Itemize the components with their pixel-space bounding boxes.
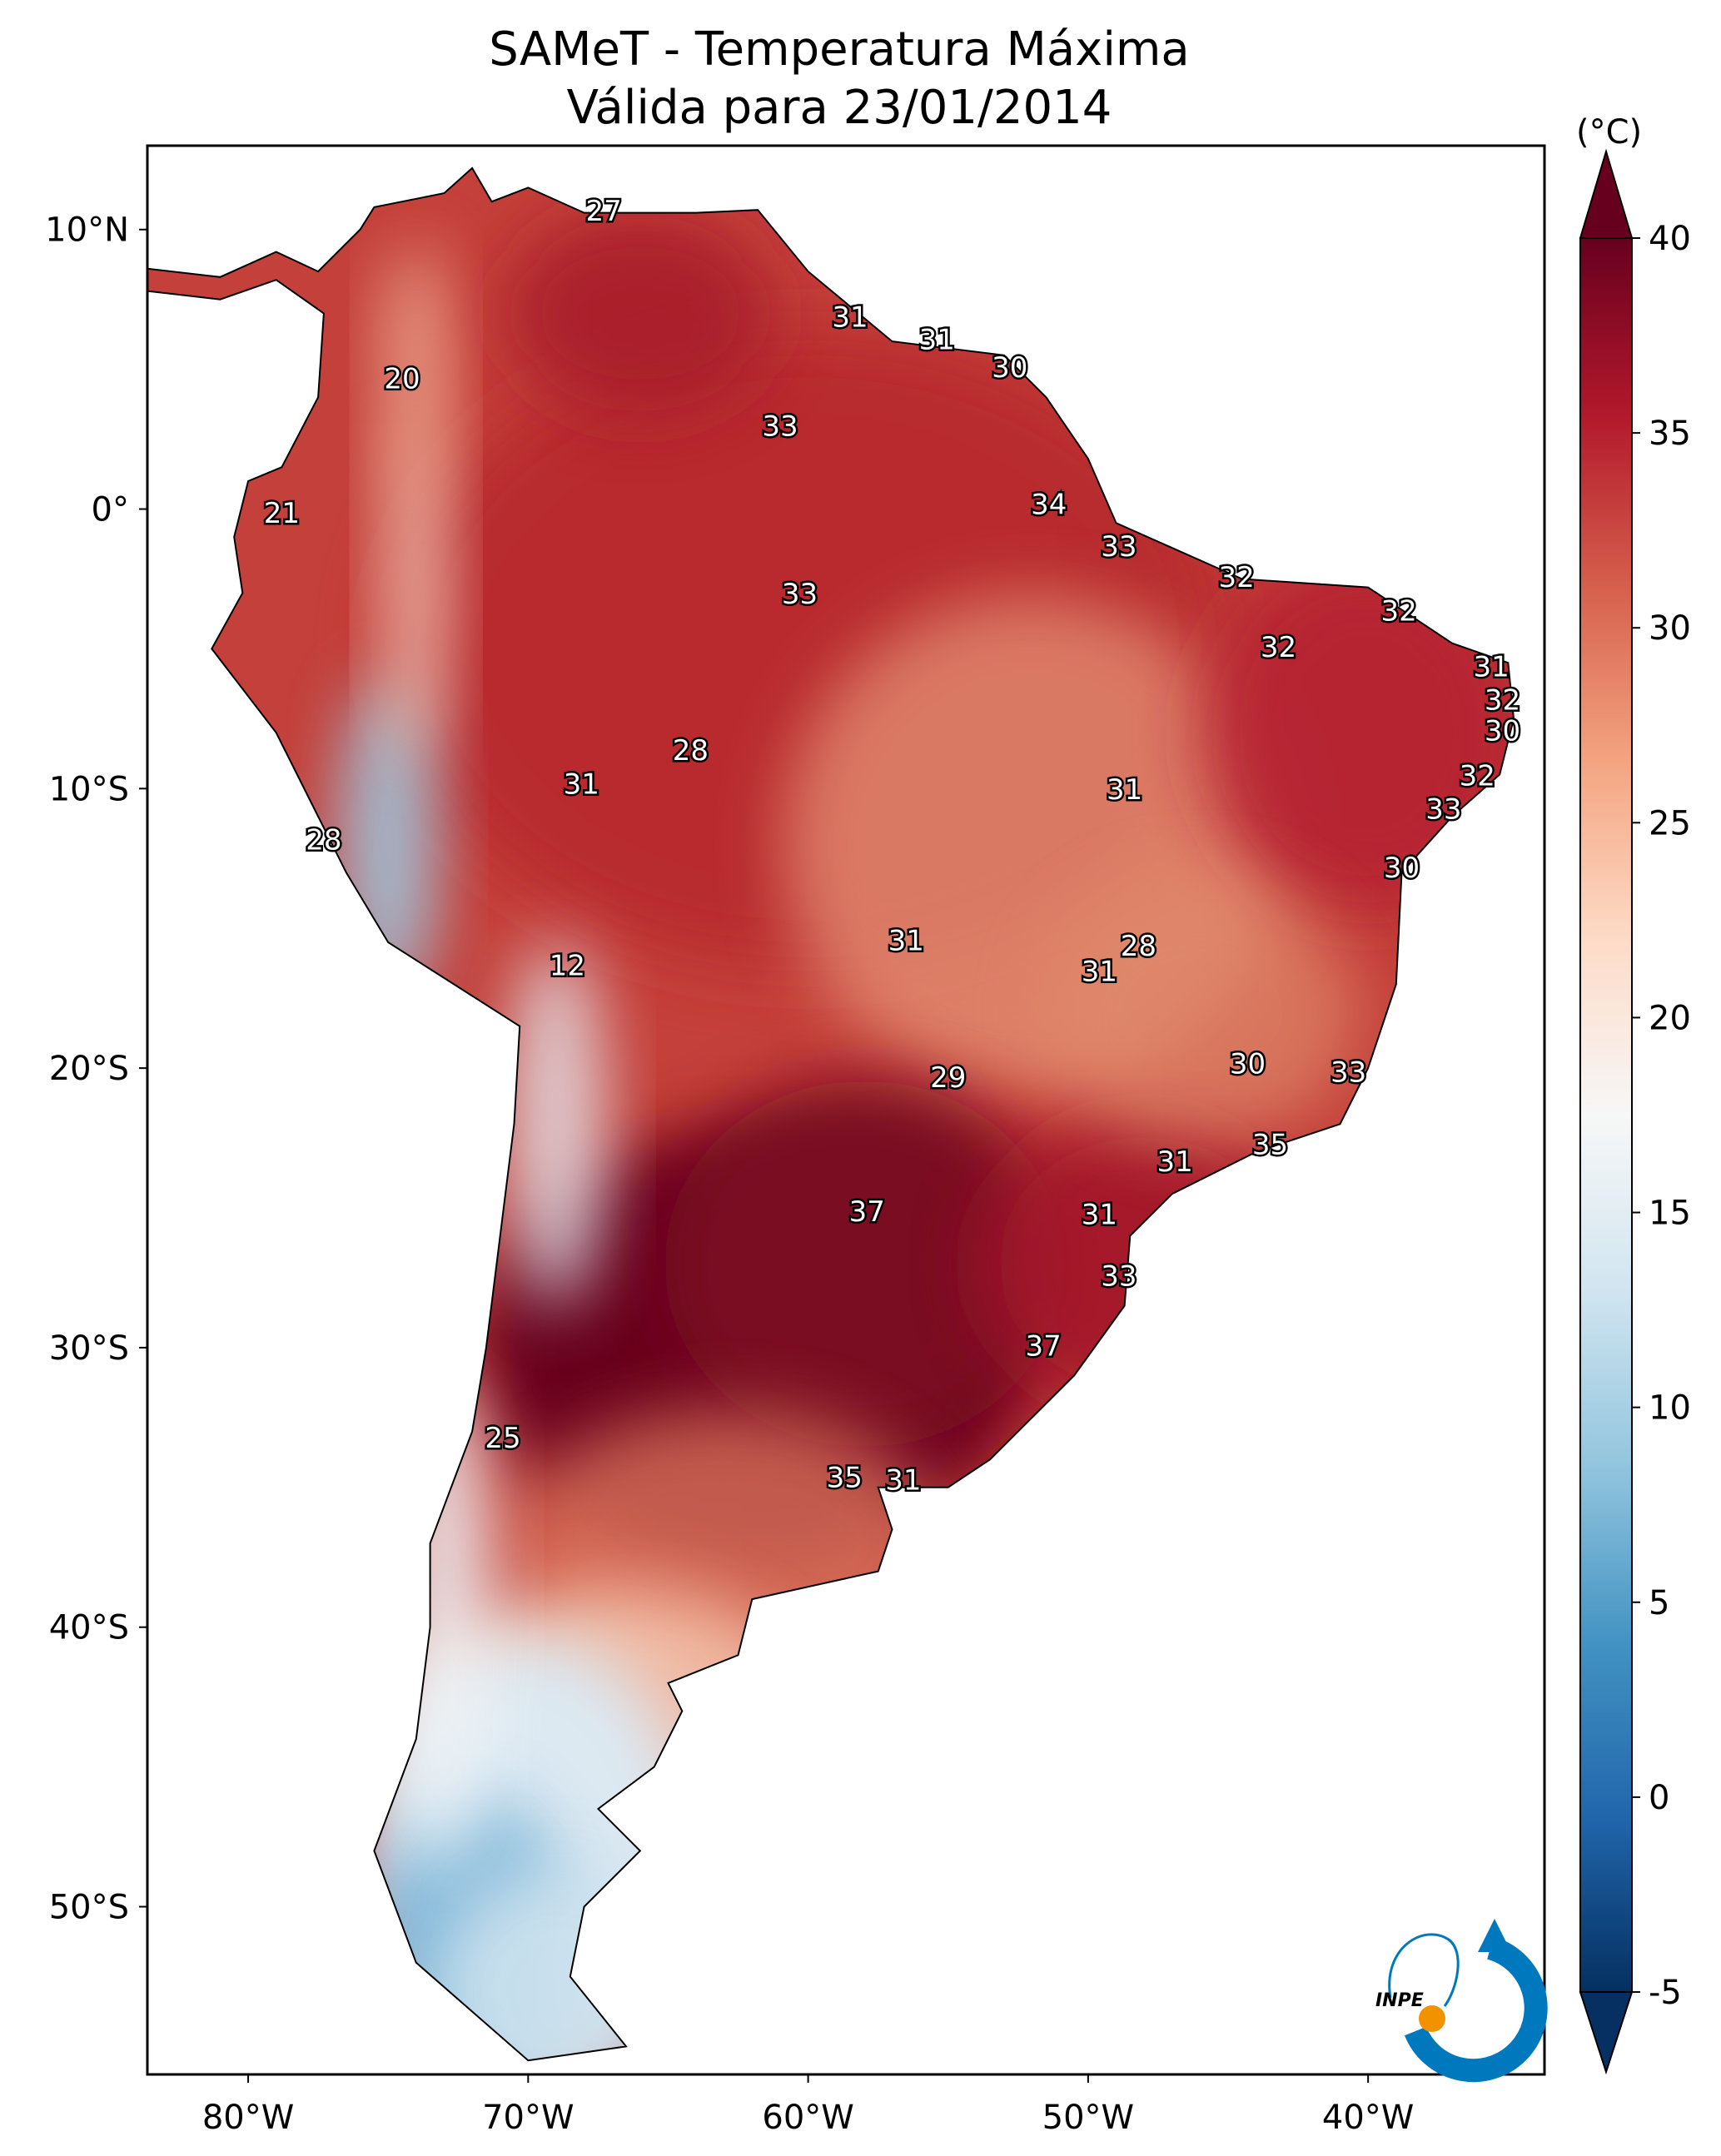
- station-label: 32: [1460, 759, 1495, 792]
- temperature-region: [394, 1377, 495, 1877]
- colorbar-tick-label: -5: [1649, 1974, 1682, 2012]
- station-label: 37: [849, 1195, 885, 1229]
- y-tick-label: 40°S: [49, 1609, 129, 1647]
- temperature-region: [430, 1865, 681, 2061]
- station-label: 30: [1384, 852, 1420, 885]
- colorbar: (°C) 40 35 30 25 20 15 10 5 0 -5: [1576, 113, 1691, 2075]
- coastline: [147, 166, 1515, 2062]
- logo-text: INPE: [1375, 1990, 1424, 2011]
- colorbar-bar: [1579, 237, 1633, 1993]
- station-label: 31: [1082, 1199, 1117, 1232]
- inpe-logo: INPE: [1375, 1919, 1548, 2083]
- temperature-field: [147, 167, 1514, 2061]
- temperature-region: [382, 244, 450, 494]
- station-label: 31: [832, 301, 868, 335]
- y-tick-label: 50°S: [49, 1889, 129, 1927]
- station-label: 31: [919, 324, 955, 357]
- colorbar-extend-bottom: [1579, 1991, 1634, 2075]
- y-tick-label: 10°S: [49, 770, 129, 808]
- station-label: 27: [585, 195, 621, 228]
- x-axis: 80°W 70°W 60°W 50°W 40°W: [202, 2074, 1414, 2137]
- station-label: 31: [1156, 1145, 1192, 1179]
- colorbar-tick-label: 15: [1649, 1195, 1691, 1233]
- station-label: 12: [550, 950, 585, 983]
- chart-subtitle: Válida para 23/01/2014: [567, 81, 1112, 135]
- y-axis: 10°N 0° 10°S 20°S 30°S 40°S 50°S: [45, 211, 147, 1927]
- station-label: 30: [992, 351, 1027, 385]
- colorbar-tick-label: 0: [1649, 1779, 1669, 1817]
- station-label: 30: [1230, 1047, 1266, 1080]
- map-frame: [146, 144, 1546, 2076]
- temperature-region: [505, 941, 606, 1308]
- station-label: 28: [306, 824, 341, 857]
- colorbar-tick-label: 30: [1649, 609, 1691, 648]
- station-label: 33: [1331, 1056, 1366, 1089]
- station-label: 25: [485, 1422, 520, 1455]
- x-tick-label: 40°W: [1322, 2099, 1414, 2137]
- x-tick-label: 70°W: [482, 2099, 574, 2137]
- station-label: 31: [564, 768, 599, 801]
- station-label: 33: [762, 410, 798, 444]
- station-label: 33: [782, 578, 818, 611]
- station-label: 33: [1425, 793, 1461, 827]
- colorbar-tick-label: 20: [1649, 999, 1691, 1037]
- station-label: 32: [1381, 594, 1417, 628]
- colorbar-extend-top: [1579, 148, 1634, 239]
- temperature-region: [506, 213, 773, 414]
- station-label: 21: [264, 497, 300, 530]
- y-tick-label: 10°N: [45, 211, 129, 250]
- station-label: 20: [384, 363, 420, 396]
- y-tick-label: 20°S: [49, 1050, 129, 1088]
- colorbar-tick-label: 10: [1649, 1389, 1691, 1428]
- colorbar-tick-label: 40: [1649, 220, 1691, 258]
- station-label: 28: [1121, 930, 1156, 963]
- colorbar-tick-label: 35: [1649, 415, 1691, 453]
- station-label: 35: [1252, 1129, 1288, 1162]
- station-label: 32: [1261, 631, 1296, 664]
- station-label: 31: [888, 925, 924, 958]
- station-label: 31: [1082, 955, 1117, 988]
- station-label: 34: [1031, 489, 1067, 522]
- station-label: 33: [1101, 530, 1137, 564]
- station-label: 31: [1473, 650, 1509, 683]
- station-label: 30: [1485, 715, 1520, 748]
- temperature-region: [382, 426, 450, 760]
- temperature-region: [1042, 878, 1359, 1145]
- colorbar-tick-label: 25: [1649, 804, 1691, 842]
- chart-title: SAMeT - Temperatura Máxima: [489, 22, 1190, 77]
- colorbar-label: (°C): [1576, 113, 1642, 152]
- station-label: 32: [1218, 561, 1254, 594]
- y-tick-label: 0°: [92, 491, 129, 529]
- station-label: 37: [1025, 1329, 1061, 1363]
- temperature-region: [664, 1080, 1064, 1448]
- x-tick-label: 80°W: [202, 2099, 294, 2137]
- station-label: 35: [827, 1461, 863, 1494]
- x-tick-label: 50°W: [1042, 2099, 1134, 2137]
- station-label: 31: [885, 1464, 921, 1498]
- station-label: 29: [930, 1061, 966, 1095]
- y-tick-label: 30°S: [49, 1329, 129, 1368]
- station-label: 32: [1485, 684, 1520, 718]
- logo-orange-dot: [1419, 2005, 1445, 2032]
- x-tick-label: 60°W: [762, 2099, 853, 2137]
- station-label: 31: [1107, 773, 1142, 807]
- colorbar-tick-label: 5: [1649, 1584, 1669, 1622]
- station-label: 33: [1101, 1259, 1137, 1293]
- station-label: 28: [673, 734, 709, 768]
